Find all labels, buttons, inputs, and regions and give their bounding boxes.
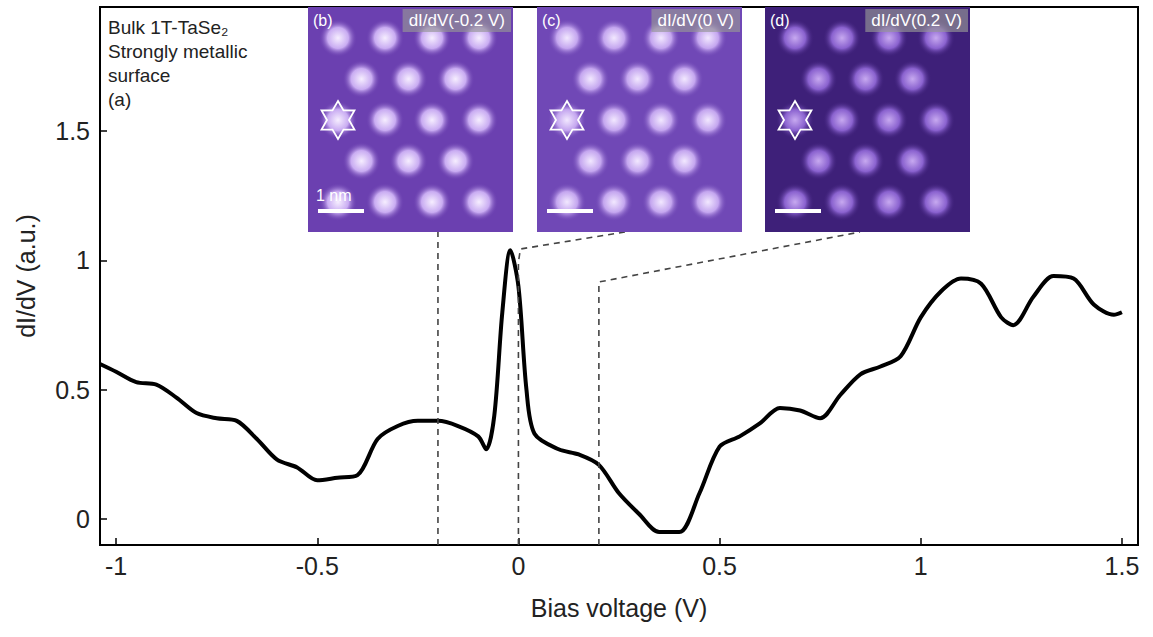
svg-text:1.5: 1.5 [1105,552,1140,580]
svg-text:-1: -1 [105,552,127,580]
svg-text:dI/dV(0 V): dI/dV(0 V) [657,11,734,30]
svg-text:Bias voltage (V): Bias voltage (V) [531,594,707,622]
svg-text:(b): (b) [313,12,333,29]
svg-text:surface: surface [108,65,170,86]
svg-text:(d): (d) [770,12,790,29]
svg-text:dI/dV(-0.2 V): dI/dV(-0.2 V) [409,11,505,30]
svg-text:dI/dV(0.2 V): dI/dV(0.2 V) [871,11,962,30]
svg-text:1 nm: 1 nm [316,187,352,204]
svg-text:0.5: 0.5 [702,552,737,580]
svg-text:(c): (c) [542,12,561,29]
svg-text:1: 1 [76,246,90,274]
svg-text:0: 0 [511,552,525,580]
svg-text:Bulk 1T-TaSe₂: Bulk 1T-TaSe₂ [108,17,228,38]
svg-text:0: 0 [76,505,90,533]
svg-text:1.5: 1.5 [55,117,90,145]
svg-text:dI/dV (a.u.): dI/dV (a.u.) [12,214,40,338]
svg-text:1: 1 [914,552,928,580]
svg-text:(a): (a) [108,89,131,110]
svg-text:0.5: 0.5 [55,376,90,404]
svg-text:-0.5: -0.5 [296,552,339,580]
svg-text:Strongly metallic: Strongly metallic [108,41,247,62]
